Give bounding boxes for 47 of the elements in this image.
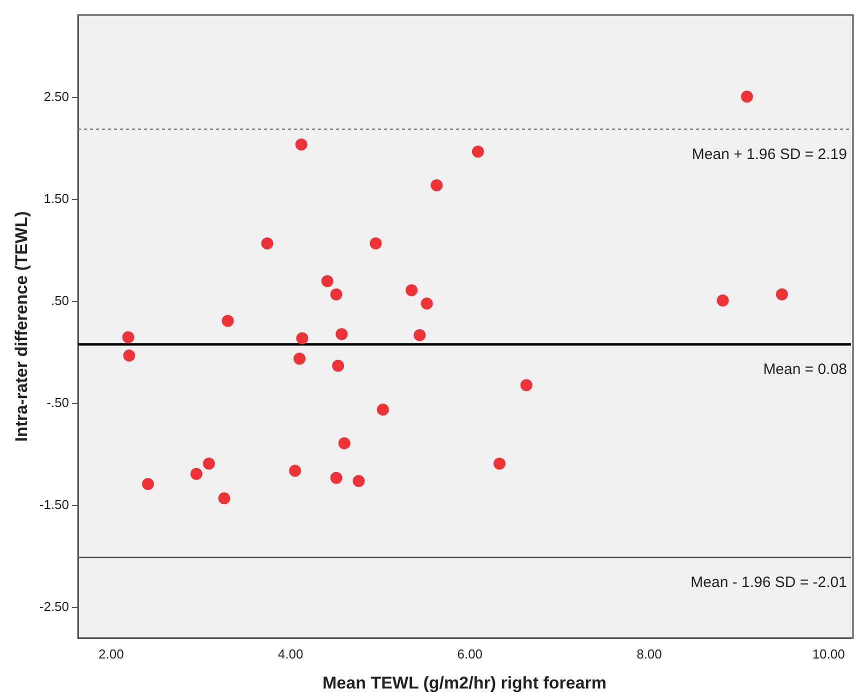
point xyxy=(493,458,506,470)
ref-line-label: Mean - 1.96 SD = -2.01 xyxy=(690,574,847,592)
point xyxy=(218,492,230,504)
point xyxy=(370,237,382,250)
y-tick-label: -.50 xyxy=(46,395,70,410)
y-tick-label: -2.50 xyxy=(39,598,70,614)
point xyxy=(332,360,344,372)
point xyxy=(202,458,215,470)
y-axis-title: Intra-rater difference (TEWL) xyxy=(12,211,31,442)
point xyxy=(330,472,342,484)
point xyxy=(520,379,532,392)
point xyxy=(295,138,308,150)
point xyxy=(740,90,753,103)
point xyxy=(330,288,342,300)
point xyxy=(289,464,302,477)
y-tick-label: .50 xyxy=(50,293,70,308)
point xyxy=(222,314,234,327)
point xyxy=(776,288,788,300)
point xyxy=(294,352,306,365)
x-tick-label: 6.00 xyxy=(457,646,483,662)
point xyxy=(261,237,274,250)
ref-line-label: Mean = 0.08 xyxy=(763,360,847,378)
point xyxy=(336,328,348,340)
point xyxy=(352,474,365,487)
x-tick-label: 4.00 xyxy=(278,646,304,662)
x-tick-label: 2.00 xyxy=(98,646,124,662)
y-tick-label: 2.50 xyxy=(44,89,70,104)
point xyxy=(376,404,389,416)
point xyxy=(472,146,484,158)
point xyxy=(122,331,134,344)
point xyxy=(190,468,202,480)
point xyxy=(430,179,443,192)
point xyxy=(406,284,418,296)
point xyxy=(296,332,308,344)
x-tick-label: 10.00 xyxy=(812,646,845,662)
point xyxy=(321,275,334,288)
y-tick-label: 1.50 xyxy=(44,191,70,206)
ref-line-label: Mean + 1.96 SD = 2.19 xyxy=(692,146,847,163)
point xyxy=(123,350,136,362)
point xyxy=(420,298,433,310)
point xyxy=(716,294,729,306)
x-axis-title: Mean TEWL (g/m2/hr) right forearm xyxy=(322,673,607,692)
point xyxy=(414,329,426,342)
y-tick-label: -1.50 xyxy=(39,497,70,512)
x-tick-label: 8.00 xyxy=(636,646,662,662)
point xyxy=(338,437,350,450)
point xyxy=(142,478,154,490)
